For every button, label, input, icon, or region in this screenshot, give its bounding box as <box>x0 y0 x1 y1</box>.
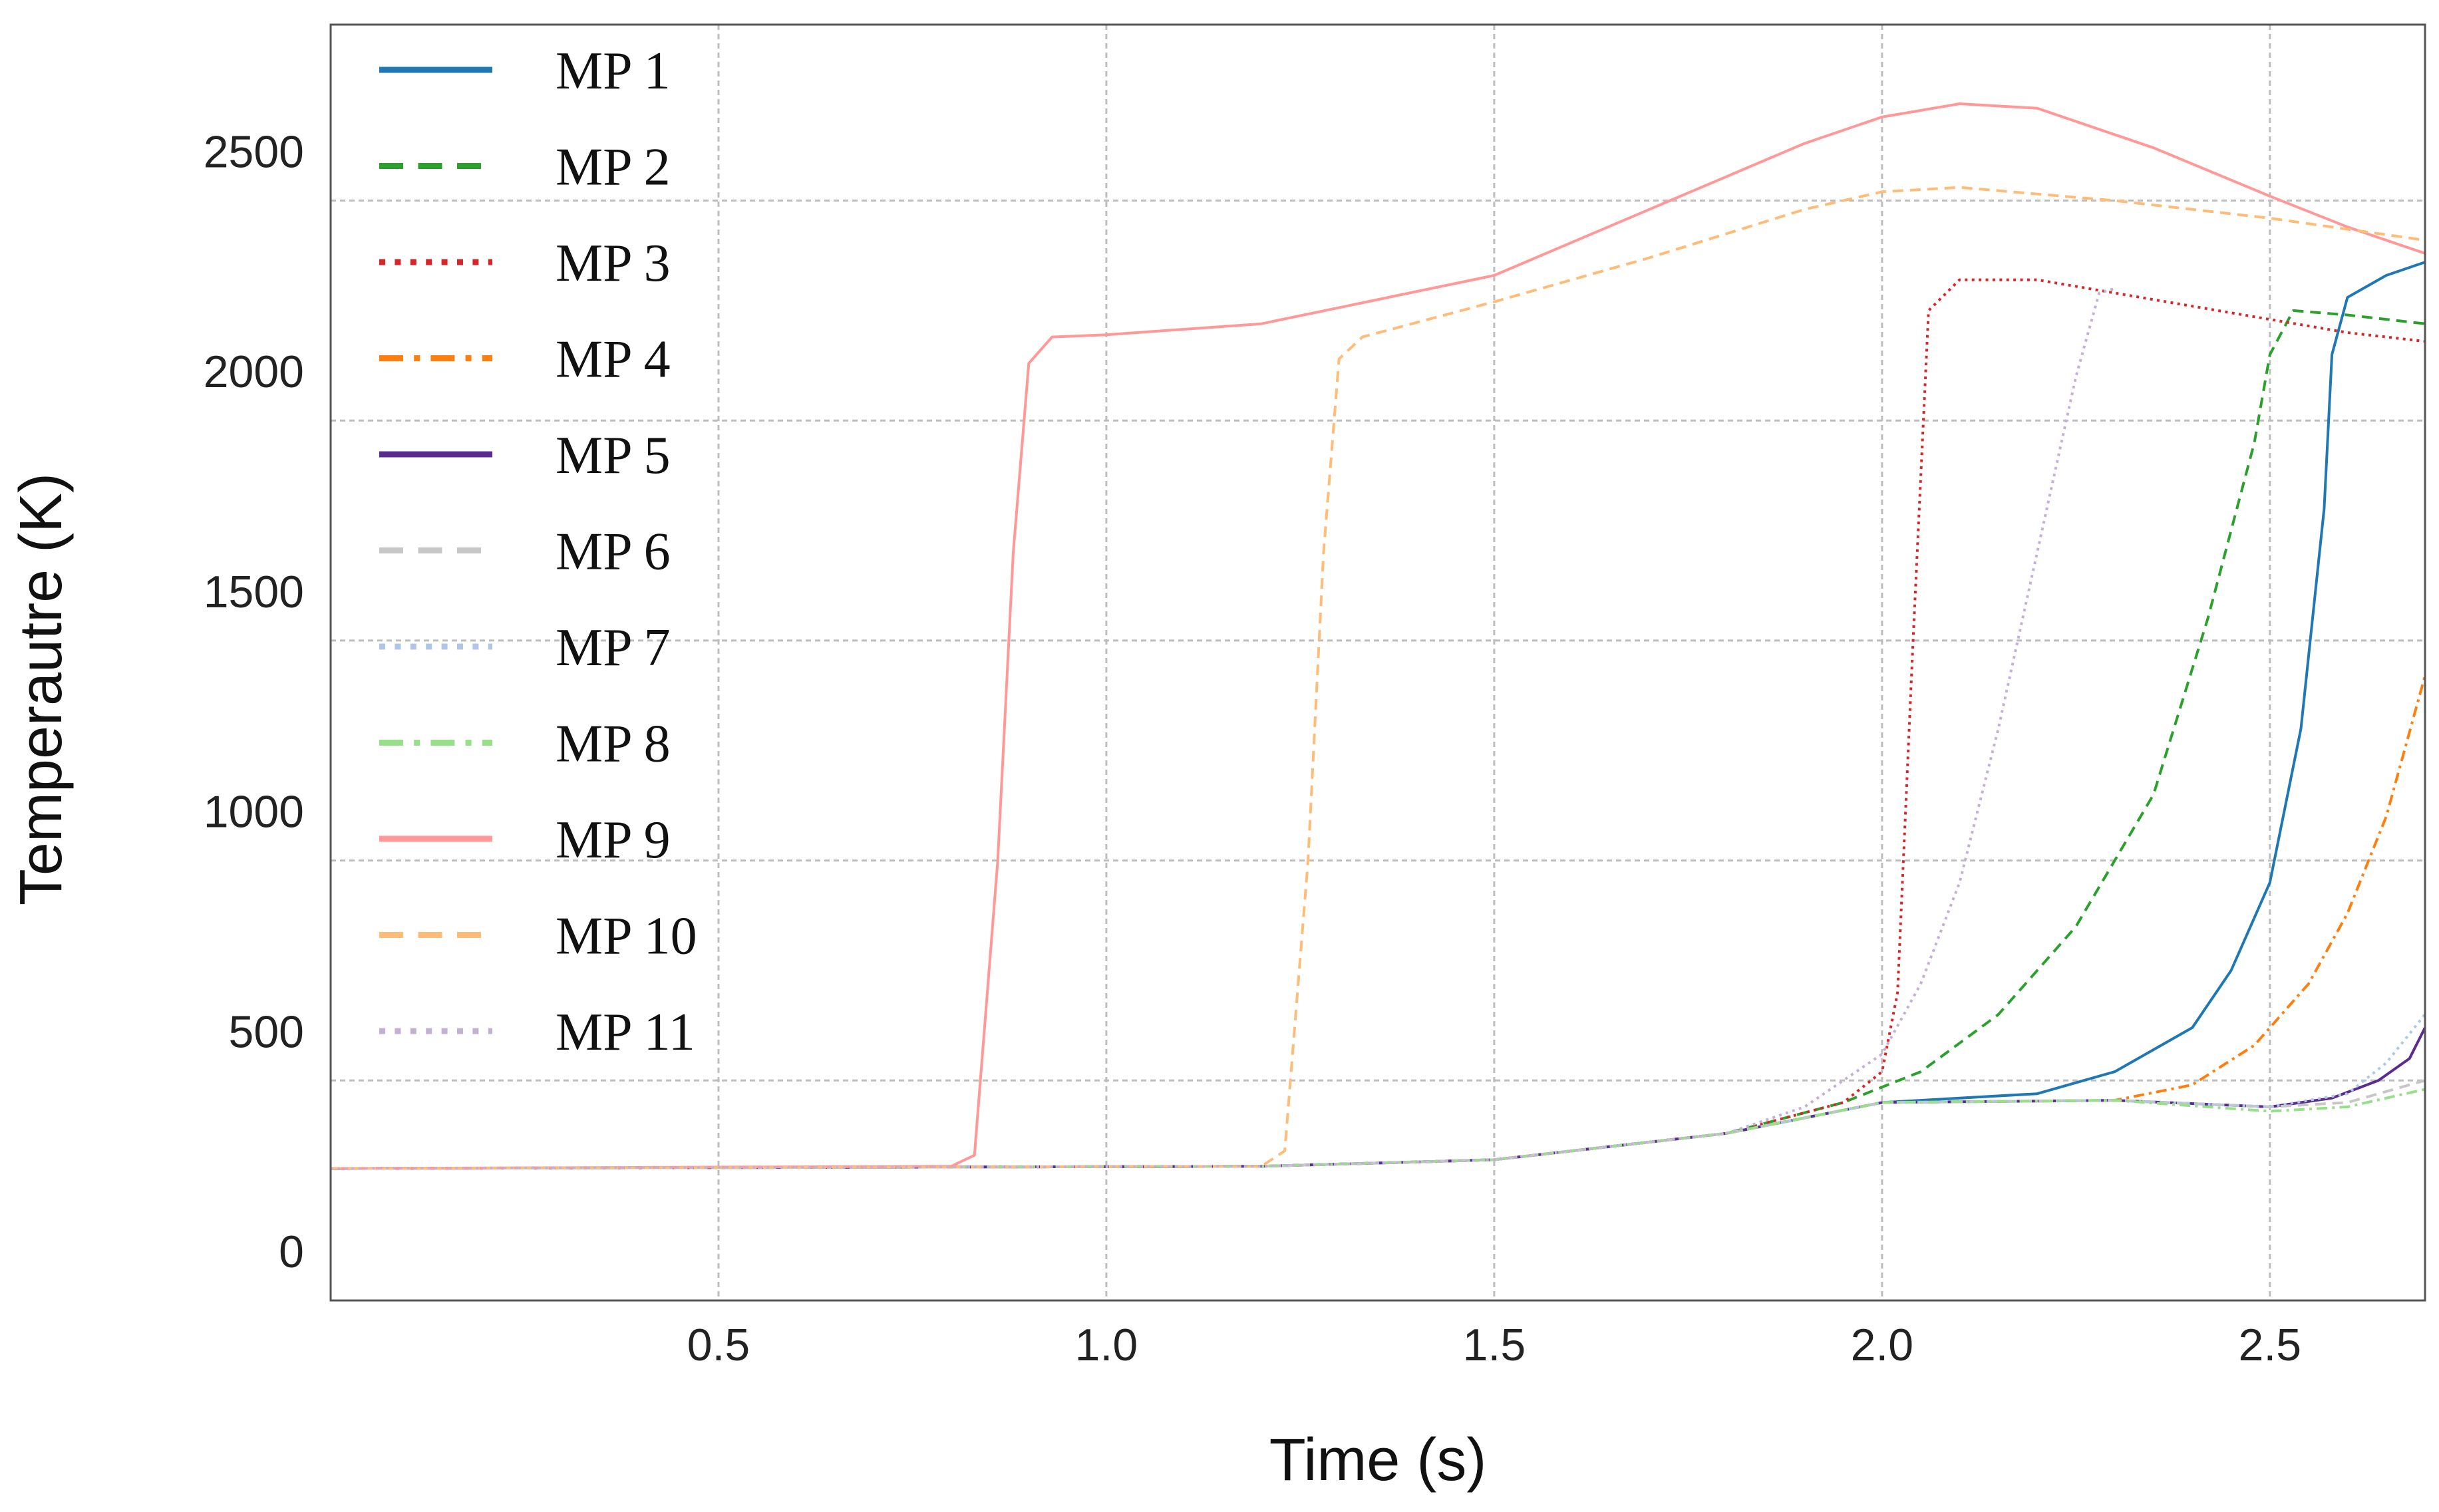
y-axis-label: Temperautre (K) <box>8 473 75 905</box>
y-tick-label: 0 <box>279 1227 304 1277</box>
y-tick-label: 2500 <box>204 127 304 178</box>
x-tick-label: 2.0 <box>1851 1320 1914 1370</box>
legend: MP 1 MP 2 MP 3 MP 4 MP 5 MP 6 MP 7 MP 8 MP 9 MP 1… <box>379 42 697 1062</box>
y-axis-ticks: 0 500 1000 1500 2000 2500 <box>204 127 304 1277</box>
y-tick-label: 1000 <box>204 787 304 837</box>
series-line-6 <box>330 1079 2426 1170</box>
legend-label: MP 3 <box>556 234 671 293</box>
y-tick-label: 2000 <box>204 347 304 397</box>
series-line-11 <box>330 287 2116 1170</box>
plot-frame <box>329 23 2426 1302</box>
grid-lines <box>331 25 2425 1300</box>
series-lines <box>330 102 2426 1170</box>
x-axis-label: Time (s) <box>1269 1427 1487 1493</box>
legend-label: MP 10 <box>556 907 697 966</box>
series-line-10 <box>330 186 2426 1170</box>
legend-label: MP 8 <box>556 715 671 774</box>
series-line-8 <box>330 1088 2426 1170</box>
legend-label: MP 2 <box>556 138 671 197</box>
y-tick-label: 500 <box>229 1006 304 1057</box>
legend-label: MP 9 <box>556 811 671 869</box>
x-axis-ticks: 0.5 1.0 1.5 2.0 2.5 <box>687 1320 2301 1370</box>
legend-label: MP 7 <box>556 619 671 677</box>
legend-label: MP 6 <box>556 523 671 581</box>
y-tick-label: 1500 <box>204 567 304 617</box>
series-line-2 <box>330 309 2426 1170</box>
x-tick-label: 1.0 <box>1075 1320 1138 1370</box>
x-tick-label: 0.5 <box>687 1320 750 1370</box>
legend-label: MP 5 <box>556 426 671 485</box>
legend-label: MP 1 <box>556 42 671 100</box>
x-tick-label: 2.5 <box>2239 1320 2302 1370</box>
series-line-9 <box>330 102 2426 1170</box>
x-tick-label: 1.5 <box>1463 1320 1526 1370</box>
legend-label: MP 11 <box>556 1003 695 1062</box>
legend-label: MP 4 <box>556 331 671 389</box>
